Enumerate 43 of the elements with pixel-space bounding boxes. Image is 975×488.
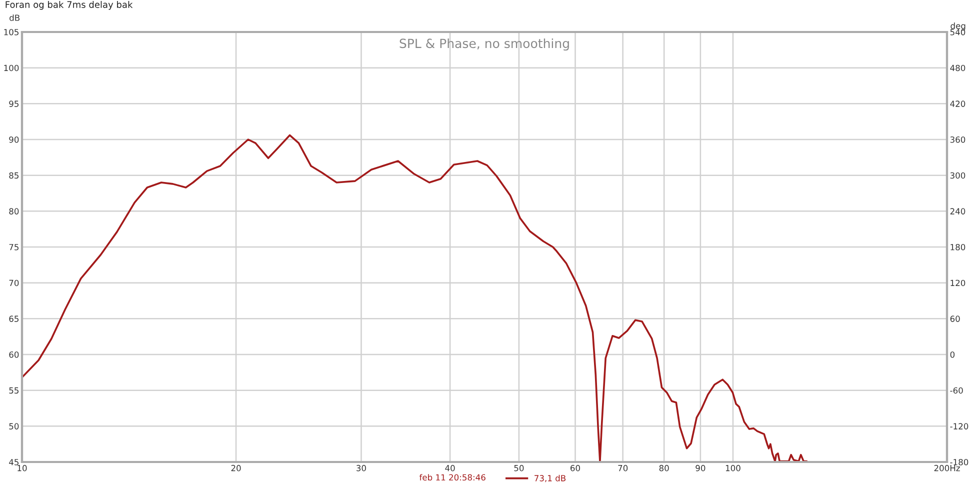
y2-tick-label: -120 bbox=[950, 423, 968, 430]
y2-tick-label: 540 bbox=[950, 28, 966, 36]
y-tick-label: 60 bbox=[9, 351, 19, 358]
x-tick-label: 70 bbox=[618, 464, 628, 472]
y-tick-label: 90 bbox=[9, 136, 19, 143]
y2-tick-label: 60 bbox=[950, 316, 960, 322]
y2-axis-title: deg bbox=[950, 22, 966, 31]
y2-tick-label: -180 bbox=[950, 458, 968, 466]
y2-tick-label: 480 bbox=[950, 64, 966, 72]
text: feb 11 20:58:46 bbox=[419, 474, 486, 481]
y-tick-label: 100 bbox=[4, 64, 19, 72]
y-tick-label: 70 bbox=[9, 280, 19, 286]
y2-tick-label: 0 bbox=[950, 351, 955, 358]
y-tick-label: 80 bbox=[9, 208, 19, 214]
x-tick-label: 50 bbox=[514, 464, 524, 472]
x-tick-label: 10 bbox=[18, 464, 27, 472]
y-tick-label: 45 bbox=[9, 459, 18, 466]
x-tick-label: 40 bbox=[445, 464, 455, 472]
y-tick-label: 75 bbox=[9, 244, 18, 250]
x-tick-label: 60 bbox=[570, 464, 580, 472]
x-tick-label: 20 bbox=[231, 464, 241, 472]
y-tick-label: 55 bbox=[9, 387, 18, 394]
y-tick-label: 105 bbox=[4, 28, 18, 36]
annotation: SPL & Phase, no smoothing bbox=[400, 38, 569, 51]
legend-label: 73,1 dB bbox=[534, 474, 566, 482]
y2-tick-label: 420 bbox=[950, 100, 966, 107]
y2-tick-label: 180 bbox=[950, 244, 966, 250]
x-tick-label: 80 bbox=[659, 464, 669, 472]
chart-title: Foran og bak 7ms delay bak bbox=[6, 0, 133, 10]
y-tick-label: 85 bbox=[9, 172, 18, 179]
y-axis-title: dB bbox=[10, 14, 20, 21]
x-tick-label: 100 bbox=[726, 464, 740, 472]
x-tick-label: 200Hz bbox=[934, 464, 960, 472]
x-tick-label: 30 bbox=[356, 464, 366, 472]
y2-tick-label: 240 bbox=[950, 208, 966, 214]
y2-tick-label: 120 bbox=[950, 280, 966, 286]
y2-tick-label: -60 bbox=[950, 387, 963, 394]
y-tick-label: 95 bbox=[9, 100, 18, 107]
x-tick-label: 90 bbox=[696, 464, 706, 472]
y-tick-label: 65 bbox=[9, 316, 18, 322]
y-tick-label: 50 bbox=[9, 423, 19, 430]
y2-tick-label: 300 bbox=[950, 172, 966, 179]
y2-tick-label: 360 bbox=[950, 136, 966, 143]
